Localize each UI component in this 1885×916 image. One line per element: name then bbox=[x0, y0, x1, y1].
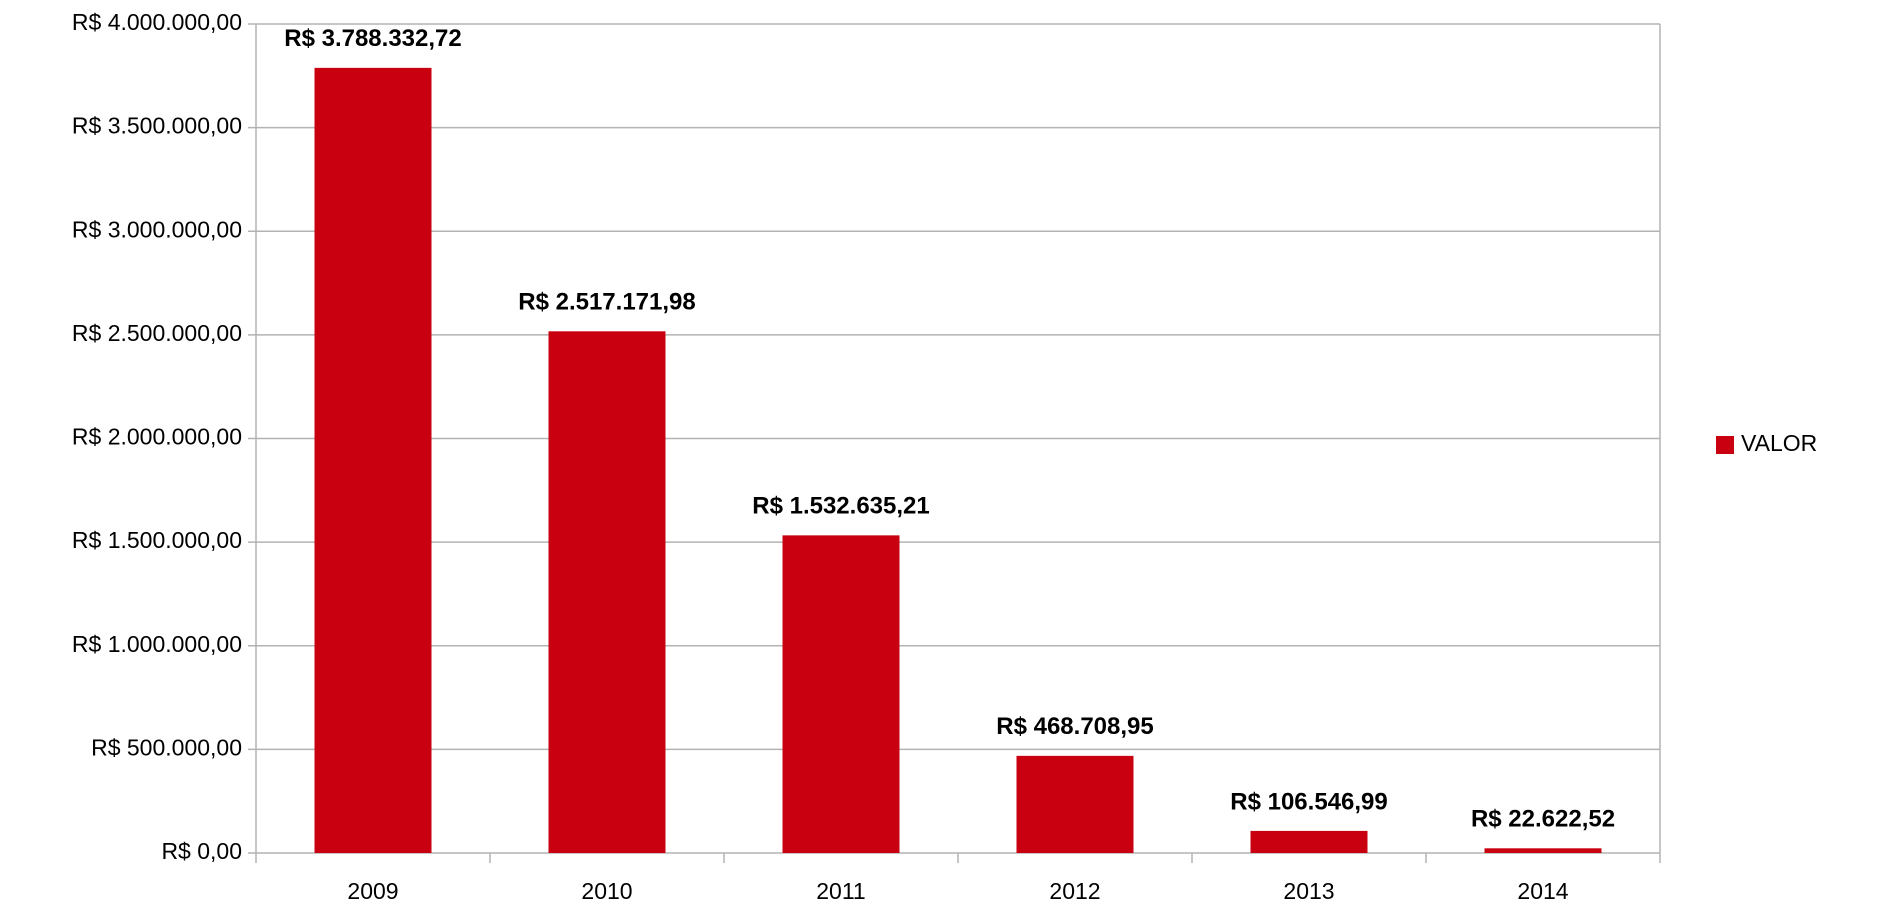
bar bbox=[1250, 830, 1368, 853]
data-label: R$ 468.708,95 bbox=[996, 713, 1153, 740]
y-tick-label: R$ 4.000.000,00 bbox=[72, 9, 242, 35]
y-tick-label: R$ 3.500.000,00 bbox=[72, 113, 242, 139]
bar bbox=[782, 535, 900, 853]
legend-swatch bbox=[1716, 436, 1734, 454]
x-tick-label: 2012 bbox=[1049, 878, 1100, 904]
bar bbox=[314, 67, 432, 853]
data-label: R$ 106.546,99 bbox=[1230, 788, 1387, 815]
data-label: R$ 1.532.635,21 bbox=[752, 493, 929, 520]
y-tick-label: R$ 2.000.000,00 bbox=[72, 424, 242, 450]
bar bbox=[1484, 848, 1602, 853]
data-label: R$ 2.517.171,98 bbox=[518, 289, 695, 316]
x-tick-label: 2010 bbox=[581, 878, 632, 904]
x-tick-label: 2011 bbox=[816, 878, 865, 904]
y-tick-label: R$ 1.500.000,00 bbox=[72, 527, 242, 553]
bar bbox=[548, 331, 666, 853]
data-label: R$ 3.788.332,72 bbox=[284, 25, 461, 52]
y-tick-label: R$ 1.000.000,00 bbox=[72, 631, 242, 657]
y-tick-label: R$ 500.000,00 bbox=[91, 734, 242, 760]
x-tick-label: 2009 bbox=[347, 878, 398, 904]
legend-label: VALOR bbox=[1741, 430, 1817, 456]
y-tick-label: R$ 2.500.000,00 bbox=[72, 320, 242, 346]
x-tick-label: 2013 bbox=[1283, 878, 1334, 904]
bar bbox=[1016, 755, 1134, 853]
y-tick-label: R$ 3.000.000,00 bbox=[72, 216, 242, 242]
y-tick-label: R$ 0,00 bbox=[161, 838, 242, 864]
data-label: R$ 22.622,52 bbox=[1471, 806, 1615, 833]
x-tick-label: 2014 bbox=[1517, 878, 1568, 904]
